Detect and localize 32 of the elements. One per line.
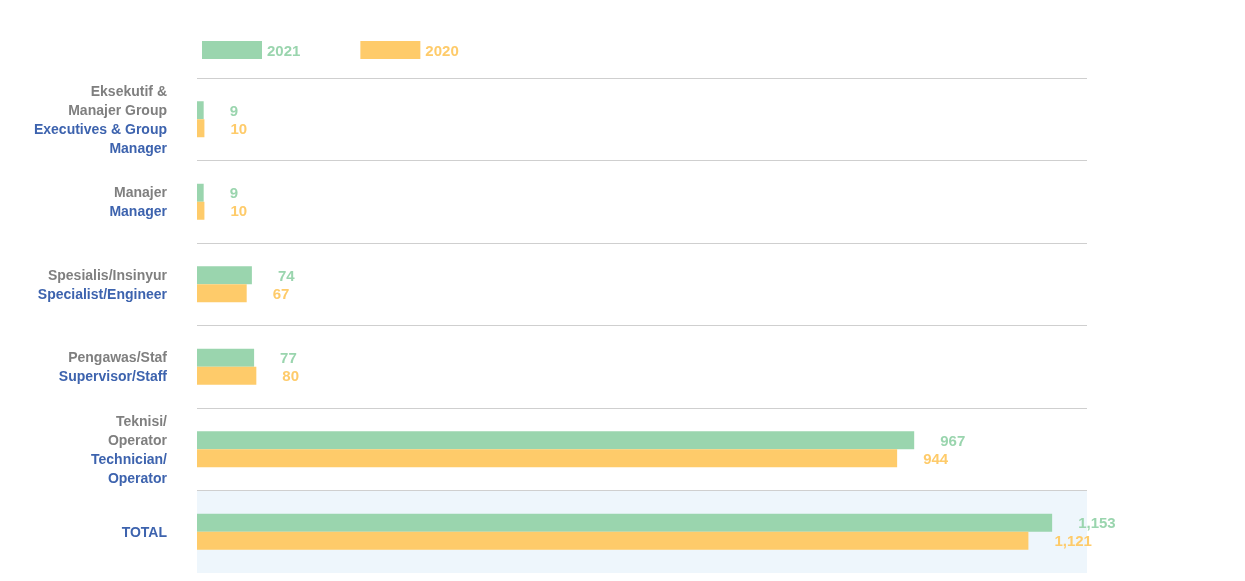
y-tick-label: Teknisi/ Operator Technician/ Operator xyxy=(91,412,168,486)
bar xyxy=(197,101,204,120)
data-label: 9 xyxy=(229,184,239,202)
data-label: 80 xyxy=(282,367,300,385)
data-label: 967 xyxy=(940,431,966,449)
bar xyxy=(197,201,205,220)
bar xyxy=(197,266,252,285)
data-label: 74 xyxy=(277,266,296,284)
legend-label: 2020 xyxy=(425,41,459,59)
data-label: 67 xyxy=(272,284,290,302)
bar xyxy=(197,183,204,202)
data-label: 10 xyxy=(230,119,248,137)
y-tick-label: Eksekutif & Manajer Group Executives & Group Manager xyxy=(33,82,168,156)
y-tick-label: Pengawas/Staf Supervisor/Staff xyxy=(58,349,168,385)
data-label: 9 xyxy=(229,101,239,119)
y-tick-label: TOTAL xyxy=(121,523,168,540)
bar xyxy=(197,119,205,138)
bar xyxy=(197,513,1053,532)
bar xyxy=(197,431,915,450)
legend-label: 2021 xyxy=(267,41,301,59)
data-label: 1,121 xyxy=(1054,532,1092,550)
data-label: 10 xyxy=(230,202,248,220)
bar xyxy=(197,449,898,468)
bar xyxy=(197,284,247,303)
data-label: 77 xyxy=(280,349,297,367)
data-label: 1,153 xyxy=(1078,514,1116,532)
bar xyxy=(197,531,1029,550)
y-tick-label: Manajer Manager xyxy=(109,184,168,220)
data-label: 944 xyxy=(923,449,949,467)
bar xyxy=(197,366,257,385)
bar xyxy=(197,348,255,367)
y-tick-label: Spesialis/Insinyur Specialist/Engineer xyxy=(37,266,168,302)
